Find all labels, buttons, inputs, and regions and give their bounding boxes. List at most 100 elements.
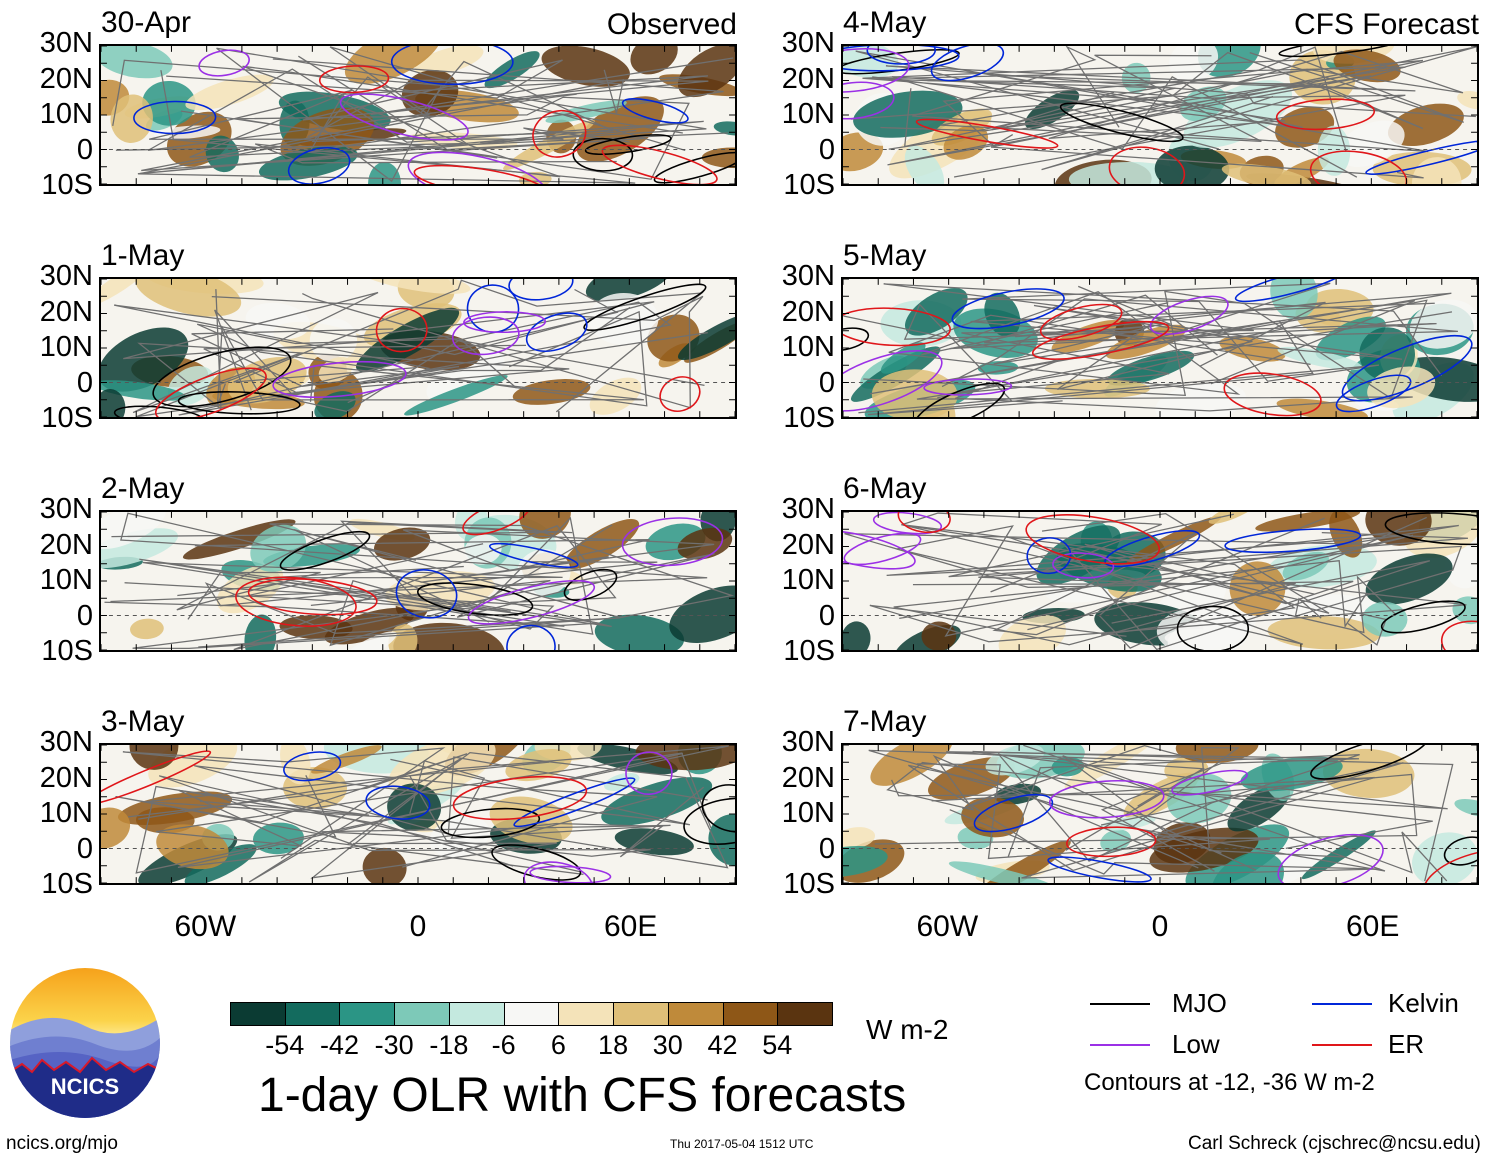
olr-panel: [841, 510, 1479, 652]
coastline: [893, 559, 1368, 646]
colorbar-tick-label: 6: [550, 1030, 566, 1060]
coastline: [888, 291, 1311, 395]
contour-er: [101, 750, 212, 805]
contour-mjo: [1384, 512, 1477, 546]
contour-kelvin: [951, 288, 1065, 330]
contour-low: [625, 751, 673, 795]
coastline: [896, 525, 1414, 645]
olr-anomaly-blob: [843, 621, 871, 650]
olr-anomaly-blob: [1180, 86, 1227, 122]
olr-anomaly-blob: [630, 46, 678, 75]
contour-mjo: [701, 784, 735, 833]
olr-anomaly-blob: [1208, 512, 1258, 524]
olr-anomaly-blob: [931, 108, 993, 146]
coastline: [214, 301, 705, 411]
coastline: [196, 310, 648, 407]
contour-mjo: [583, 283, 707, 331]
panel-date-label: 7-May: [843, 705, 927, 738]
contour-er: [1440, 620, 1477, 650]
contour-kelvin: [973, 793, 1054, 833]
coastline: [112, 47, 707, 183]
colorbar-segment: [722, 1002, 779, 1026]
lon-tick-label: 60E: [603, 910, 658, 943]
contour-er: [1039, 303, 1123, 341]
contour-kelvin: [1341, 334, 1473, 402]
coastline: [111, 522, 555, 620]
olr-anomaly-blob: [324, 607, 415, 645]
olr-anomaly-blob: [505, 748, 572, 782]
olr-anomaly-blob: [185, 74, 274, 111]
olr-anomaly-blob: [404, 375, 508, 416]
olr-anomaly-blob: [984, 292, 1021, 337]
olr-anomaly-blob: [1454, 798, 1477, 817]
olr-panel: [99, 743, 737, 885]
contour-mjo: [152, 346, 292, 408]
contour-mjo: [584, 134, 672, 156]
colorbar-tick-label: -6: [491, 1030, 516, 1060]
olr-anomaly-blob: [1445, 545, 1477, 589]
coastline: [272, 57, 734, 152]
chart-title: 1-day OLR with CFS forecasts: [258, 1069, 907, 1122]
lat-tick-label: 10N: [781, 331, 835, 363]
colorbar-segment: [339, 1002, 396, 1026]
coastline: [113, 301, 655, 404]
legend-line-low: [1090, 1044, 1150, 1046]
contour-er: [915, 118, 1059, 149]
lat-tick-label: 20N: [39, 528, 93, 561]
contour-low: [1277, 833, 1384, 883]
contour-kelvin: [488, 542, 579, 568]
olr-panel: [99, 44, 737, 186]
contour-low: [1149, 295, 1229, 335]
olr-anomaly-blob: [1412, 832, 1477, 883]
coastline: [145, 752, 729, 869]
olr-anomaly-blob: [357, 279, 471, 294]
contour-er: [1031, 320, 1170, 360]
panel-date-label: 2-May: [101, 472, 185, 505]
olr-anomaly-blob: [101, 279, 153, 307]
contour-er: [659, 376, 701, 412]
contour-kelvin: [1335, 374, 1412, 413]
coastline: [149, 89, 728, 158]
lat-tick-label: 20N: [39, 761, 93, 794]
contour-er: [235, 576, 357, 627]
olr-anomaly-blob: [1277, 346, 1363, 371]
lat-tick-label: 30N: [39, 260, 93, 292]
coastline: [166, 59, 709, 138]
legend-line-er: [1312, 1044, 1372, 1046]
coastline: [885, 65, 1476, 122]
olr-anomaly-blob: [904, 288, 968, 336]
olr-anomaly-blob: [1175, 745, 1259, 764]
coastline: [891, 750, 1454, 882]
olr-anomaly-blob: [701, 147, 735, 169]
coastline: [233, 524, 715, 650]
olr-anomaly-blob: [130, 618, 164, 640]
lat-tick-label: 30N: [39, 493, 93, 525]
contour-kelvin: [1234, 279, 1348, 303]
olr-anomaly-blob: [1064, 745, 1165, 789]
olr-anomaly-blob: [1275, 106, 1335, 148]
contour-kelvin: [506, 624, 556, 650]
lon-tick-label: 60W: [174, 910, 237, 943]
panel-date-label: 5-May: [843, 239, 927, 272]
contour-kelvin: [287, 147, 351, 184]
olr-anomaly-blob: [677, 312, 735, 361]
contour-low: [451, 316, 520, 356]
colorbar-segment: [613, 1002, 669, 1026]
legend-label-low: Low: [1172, 1029, 1220, 1059]
coastline: [901, 524, 1397, 636]
footer-site: ncics.org/mjo: [6, 1133, 118, 1154]
lat-tick-label: 0: [76, 832, 93, 865]
contour-mjo: [914, 382, 1006, 417]
column-heading: Observed: [606, 8, 737, 41]
olr-panel: [841, 743, 1479, 885]
lat-tick-label: 30N: [781, 493, 835, 525]
coastline: [194, 756, 708, 835]
olr-anomaly-blob: [1219, 336, 1286, 362]
olr-anomaly-blob: [541, 46, 630, 87]
olr-anomaly-blob: [245, 302, 311, 340]
contour-kelvin: [866, 46, 937, 65]
legend-line-mjo: [1090, 1003, 1150, 1005]
olr-anomaly-blob: [1229, 561, 1286, 616]
contour-er: [1025, 514, 1161, 565]
coastline: [137, 68, 704, 175]
